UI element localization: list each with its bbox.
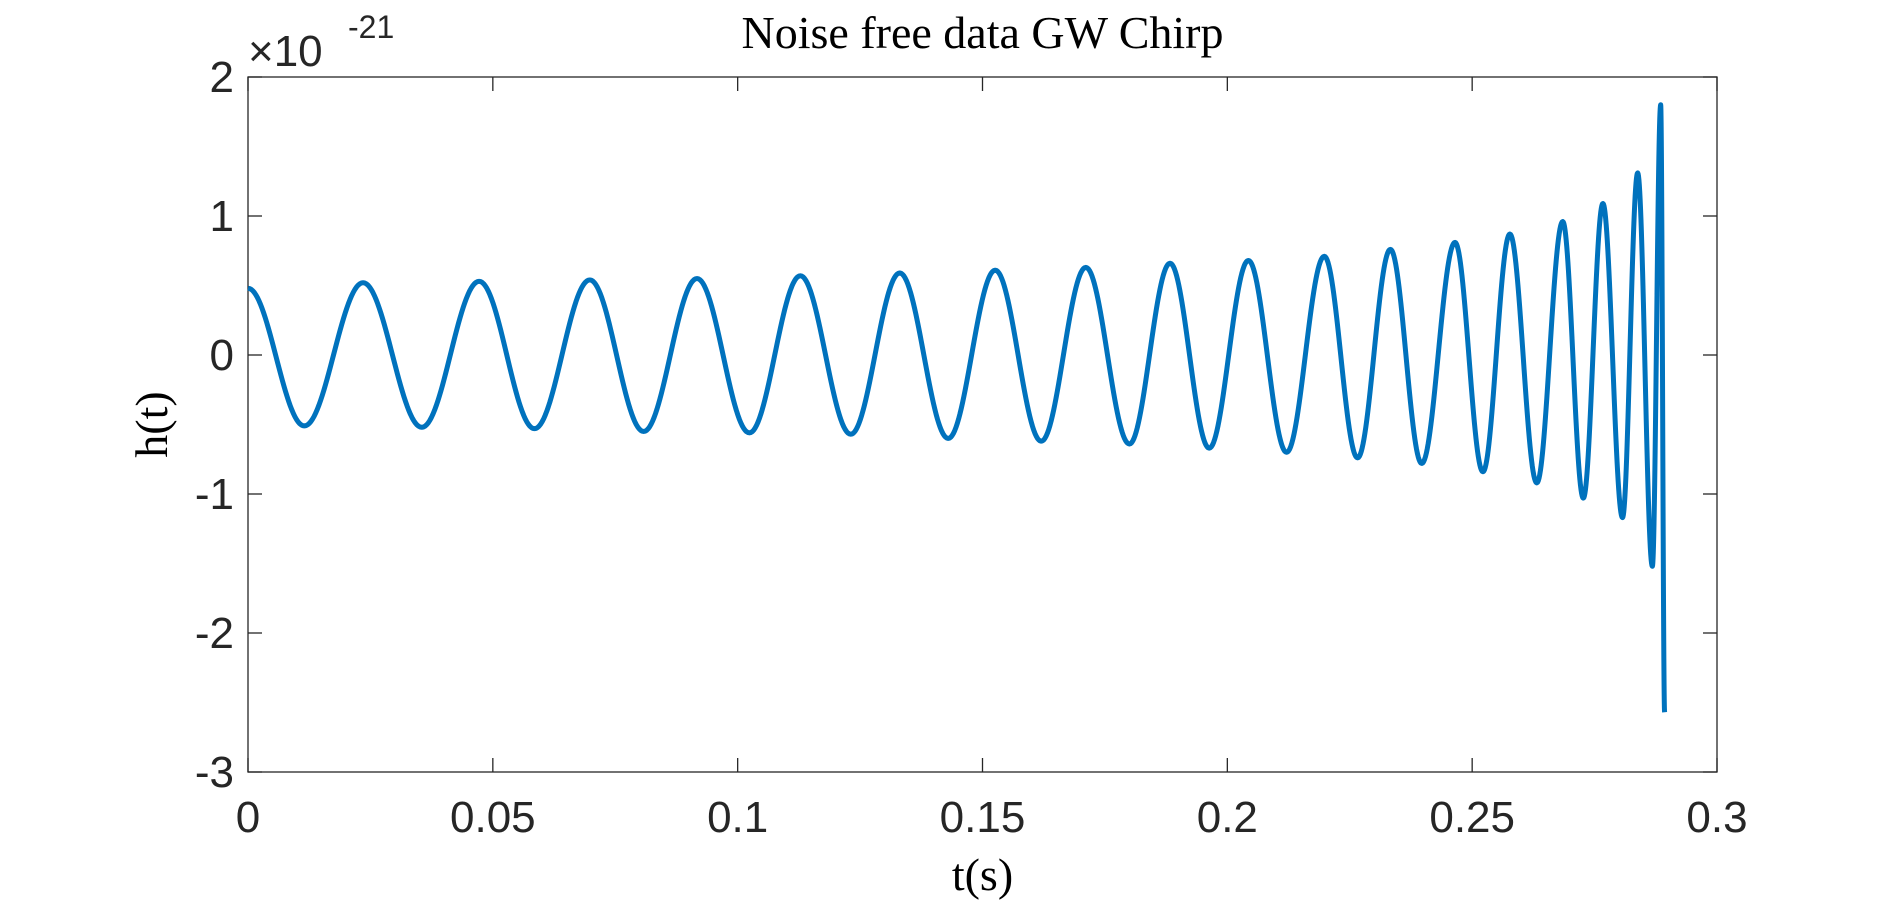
series-line-h	[247, 102, 1668, 714]
y-tick-label: 2	[210, 53, 234, 102]
x-tick-label: 0.2	[1197, 793, 1258, 842]
chart-title: Noise free data GW Chirp	[742, 7, 1224, 58]
x-tick-label: 0.3	[1686, 793, 1747, 842]
y-multiplier-exponent: -21	[348, 9, 394, 45]
y-tick-label: -2	[195, 609, 234, 658]
x-tick-label: 0.15	[940, 793, 1026, 842]
x-axis-label: t(s)	[952, 849, 1013, 900]
y-tick-label: -3	[195, 748, 234, 797]
y-multiplier-base: ×10	[248, 27, 323, 76]
y-tick-label: 1	[210, 192, 234, 241]
y-tick-label: -1	[195, 470, 234, 519]
x-tick-label: 0.25	[1429, 793, 1515, 842]
x-tick-label: 0	[236, 793, 260, 842]
x-tick-label: 0.05	[450, 793, 536, 842]
y-axis-label: h(t)	[126, 391, 177, 457]
y-tick-label: 0	[210, 331, 234, 380]
plot-area	[247, 76, 1718, 773]
tick-labels: 0 0.05 0.1 0.15 0.2 0.25 0.3 2 1 0 -1 -2 -3	[195, 53, 1748, 842]
x-tick-label: 0.1	[707, 793, 768, 842]
ticks	[247, 76, 1718, 773]
